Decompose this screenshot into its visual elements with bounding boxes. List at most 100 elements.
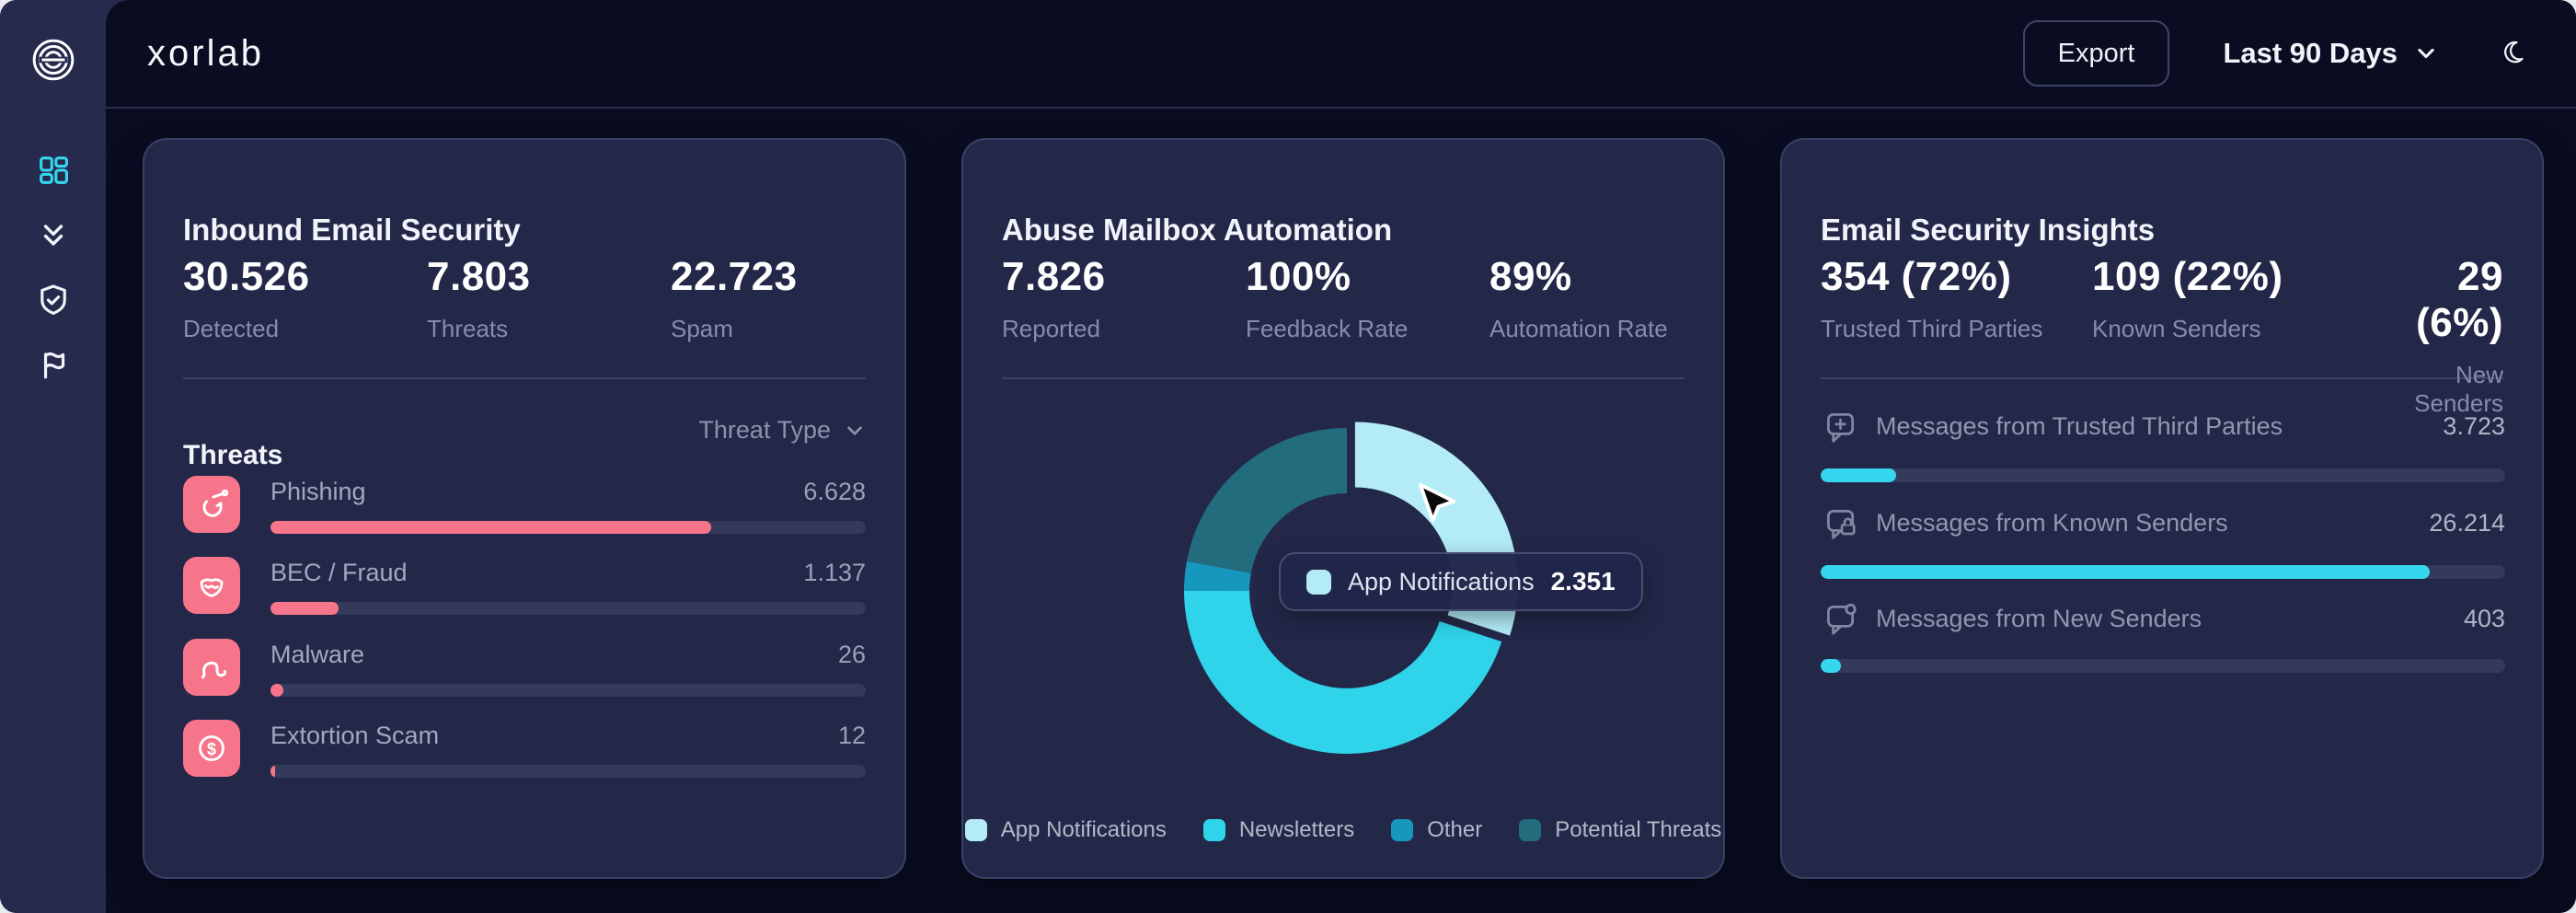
insight-row-new-senders[interactable]: Messages from New Senders 403: [1821, 602, 2505, 639]
dashboard-grid-icon: [40, 156, 68, 184]
stat-reported: 7.826 Reported: [1002, 254, 1246, 343]
insight-progress-fill: [1821, 565, 2431, 579]
threat-value: 12: [837, 722, 866, 749]
sidebar-item-reports[interactable]: [35, 346, 72, 383]
sidebar-item-triage[interactable]: [35, 217, 72, 254]
card-abuse-mailbox-automation: Abuse Mailbox Automation 7.826 Reported …: [961, 138, 1725, 879]
sidebar-item-dashboard[interactable]: [35, 152, 72, 189]
shield-check-icon: [40, 284, 66, 315]
dark-mode-toggle[interactable]: [2493, 35, 2530, 72]
stat-label: Threats: [427, 315, 509, 342]
threat-type-dropdown[interactable]: Threat Type: [698, 416, 866, 445]
stat-known-senders: 109 (22%) Known Senders: [2092, 254, 2363, 418]
threat-row-bec-fraud[interactable]: BEC / Fraud 1.137: [183, 557, 868, 615]
threat-row-phishing[interactable]: Phishing 6.628: [183, 476, 868, 534]
threat-progress-fill: [270, 765, 276, 778]
threat-type-label: Threat Type: [698, 416, 831, 444]
threats-section-title: Threats: [183, 440, 283, 470]
stat-label: Detected: [183, 315, 280, 342]
threat-progress-fill: [270, 602, 339, 615]
stat-detected: 30.526 Detected: [183, 254, 427, 343]
worm-icon: [201, 661, 227, 679]
donut-segment-potential-threats[interactable]: [1187, 428, 1347, 573]
extortion-scam-tile: $: [183, 720, 240, 777]
topbar: xorlab Export Last 90 Days: [106, 0, 2576, 109]
threat-label: Malware: [270, 641, 365, 668]
insight-row-known-senders[interactable]: Messages from Known Senders 26.214: [1821, 506, 2505, 543]
insight-label: Messages from Trusted Third Parties: [1876, 412, 2283, 440]
phishing-tile: [183, 476, 240, 533]
message-lock-icon: [1821, 504, 1859, 543]
dashboard-content: Inbound Email Security 30.526 Detected 7…: [106, 109, 2576, 913]
threat-value: 26: [837, 641, 866, 668]
stat-automation-rate: 89% Automation Rate: [1489, 254, 1685, 343]
stat-value: 89%: [1489, 254, 1572, 299]
legend-swatch: [1391, 819, 1414, 841]
flag-icon: [43, 352, 65, 379]
insight-row-trusted-third-parties[interactable]: Messages from Trusted Third Parties 3.72…: [1821, 410, 2505, 446]
threat-label: Extortion Scam: [270, 722, 440, 749]
message-new-icon: [1821, 600, 1859, 639]
svg-text:$: $: [207, 740, 216, 758]
date-range-value: Last 90 Days: [2223, 37, 2398, 69]
stat-label: Spam: [671, 315, 733, 342]
threat-progress-fill: [270, 684, 284, 697]
legend-swatch: [1519, 819, 1542, 841]
stat-label: Feedback Rate: [1246, 315, 1409, 342]
legend-item-app-notifications[interactable]: App Notifications: [964, 817, 1167, 843]
stat-spam: 22.723 Spam: [671, 254, 866, 343]
legend-item-other[interactable]: Other: [1391, 817, 1482, 843]
date-range-dropdown[interactable]: Last 90 Days: [2223, 37, 2438, 70]
insights-stats: 354 (72%) Trusted Third Parties 109 (22%…: [1821, 254, 2503, 418]
stat-value: 354 (72%): [1821, 254, 2012, 299]
insight-label: Messages from New Senders: [1876, 605, 2202, 632]
insight-progress-fill: [1821, 659, 1842, 673]
chart-tooltip: App Notifications 2.351: [1279, 552, 1643, 611]
threat-progress-track: [270, 765, 866, 778]
threat-progress-track: [270, 602, 866, 615]
stat-value: 100%: [1246, 254, 1351, 299]
moon-icon: [2504, 40, 2524, 64]
donut-segment-newsletters[interactable]: [1184, 590, 1502, 754]
threat-row-extortion-scam[interactable]: $ Extortion Scam 12: [183, 720, 868, 778]
tooltip-label: App Notifications: [1348, 567, 1535, 595]
legend-label: App Notifications: [1000, 817, 1167, 842]
stat-label: Automation Rate: [1489, 315, 1668, 342]
card-title: Email Security Insights: [1821, 213, 2156, 248]
card-email-security-insights: Email Security Insights 354 (72%) Truste…: [1780, 138, 2544, 879]
dollar-circle-icon: $: [199, 735, 224, 761]
legend-swatch: [964, 819, 987, 841]
cursor-arrow-icon: [1418, 482, 1456, 523]
legend-item-newsletters[interactable]: Newsletters: [1202, 817, 1355, 843]
legend-swatch: [1202, 819, 1225, 841]
export-button[interactable]: Export: [2022, 20, 2170, 87]
threat-progress-track: [270, 521, 866, 534]
insight-progress-track: [1821, 659, 2505, 673]
stat-label: Reported: [1002, 315, 1100, 342]
sidebar-item-security[interactable]: [35, 282, 72, 318]
insight-progress-track: [1821, 565, 2505, 579]
stat-label: Known Senders: [2092, 315, 2261, 342]
fish-hook-icon: [202, 489, 229, 517]
tooltip-value: 2.351: [1550, 567, 1616, 595]
insight-value: 3.723: [2443, 412, 2505, 440]
threat-row-malware[interactable]: Malware 26: [183, 639, 868, 697]
xorlab-logo-mark[interactable]: [30, 37, 76, 83]
legend-label: Newsletters: [1238, 817, 1355, 842]
card-title: Inbound Email Security: [183, 213, 521, 248]
chart-legend: App Notifications Newsletters Other Pote…: [963, 817, 1723, 843]
chevron-down-icon: [2418, 48, 2434, 59]
stat-feedback-rate: 100% Feedback Rate: [1246, 254, 1489, 343]
divider: [183, 377, 866, 379]
threat-progress-track: [270, 684, 866, 697]
stat-value: 109 (22%): [2092, 254, 2283, 299]
legend-item-potential-threats[interactable]: Potential Threats: [1519, 817, 1721, 843]
stat-value: 29 (6%): [2416, 254, 2503, 345]
stat-label: New Senders: [2414, 361, 2503, 417]
chevron-down-icon: [847, 425, 862, 435]
stat-trusted-third-parties: 354 (72%) Trusted Third Parties: [1821, 254, 2092, 418]
double-chevron-down-icon: [43, 225, 63, 246]
insight-value: 26.214: [2429, 509, 2505, 537]
donut-segment-other[interactable]: [1184, 561, 1251, 591]
stat-threats: 7.803 Threats: [427, 254, 671, 343]
